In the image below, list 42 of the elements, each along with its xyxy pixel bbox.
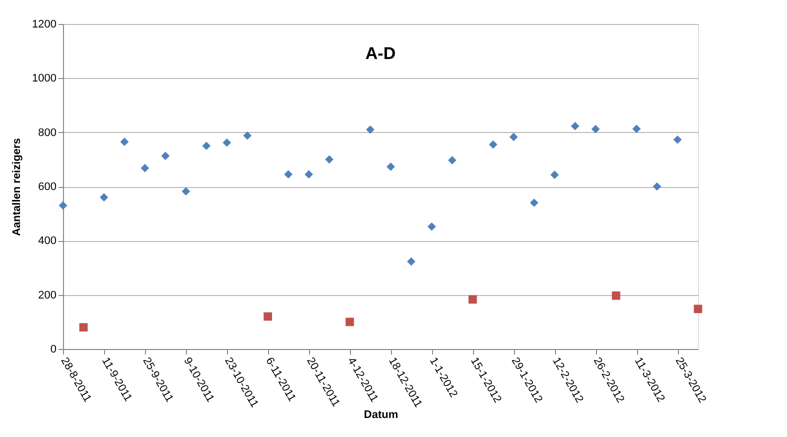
point — [591, 124, 600, 134]
point — [284, 170, 293, 178]
y-axis-title: Aantallen reizigers — [11, 138, 24, 236]
point — [202, 142, 211, 150]
point — [407, 257, 416, 266]
point — [366, 125, 374, 134]
point — [488, 140, 498, 149]
point — [304, 170, 313, 178]
y-tick-label: 600 — [38, 181, 56, 193]
y-tick-label: 400 — [38, 235, 56, 248]
point — [448, 156, 456, 164]
point — [509, 132, 518, 142]
point — [530, 198, 538, 207]
point — [428, 222, 436, 231]
point — [673, 135, 682, 144]
point — [652, 182, 662, 191]
point — [161, 152, 170, 160]
point — [120, 138, 129, 146]
y-tick-label: 1000 — [32, 72, 56, 85]
x-axis-title: Datum — [364, 409, 398, 422]
point — [570, 122, 580, 130]
point — [79, 323, 88, 332]
point — [346, 318, 354, 326]
point — [264, 312, 272, 321]
point — [694, 304, 702, 314]
text: A-D — [365, 44, 396, 63]
point — [632, 124, 641, 133]
y-tick-label: 0 — [50, 344, 56, 356]
point — [243, 131, 252, 140]
y-tick-label: 1200 — [32, 18, 56, 30]
point — [182, 187, 190, 196]
y-tick-label: 800 — [38, 126, 56, 139]
point — [612, 291, 620, 300]
point — [550, 170, 559, 180]
point — [100, 193, 108, 202]
point — [222, 138, 232, 147]
point — [58, 201, 68, 210]
point — [386, 162, 395, 171]
point — [468, 295, 477, 304]
point — [140, 164, 150, 172]
y-tick-label: 200 — [38, 289, 56, 302]
point — [325, 155, 334, 164]
